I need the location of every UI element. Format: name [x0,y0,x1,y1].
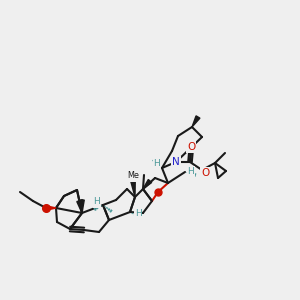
Polygon shape [80,200,84,213]
Text: H: H [154,160,160,169]
Text: O: O [201,168,209,178]
Text: N: N [172,157,180,167]
Text: H: H [188,167,194,176]
Polygon shape [77,200,82,213]
Text: O: O [187,142,195,152]
Text: Me: Me [127,172,139,181]
Polygon shape [192,116,200,127]
Polygon shape [46,206,56,210]
Polygon shape [131,181,135,197]
Text: H: H [94,197,100,206]
Text: H: H [135,209,141,218]
Polygon shape [143,179,152,189]
